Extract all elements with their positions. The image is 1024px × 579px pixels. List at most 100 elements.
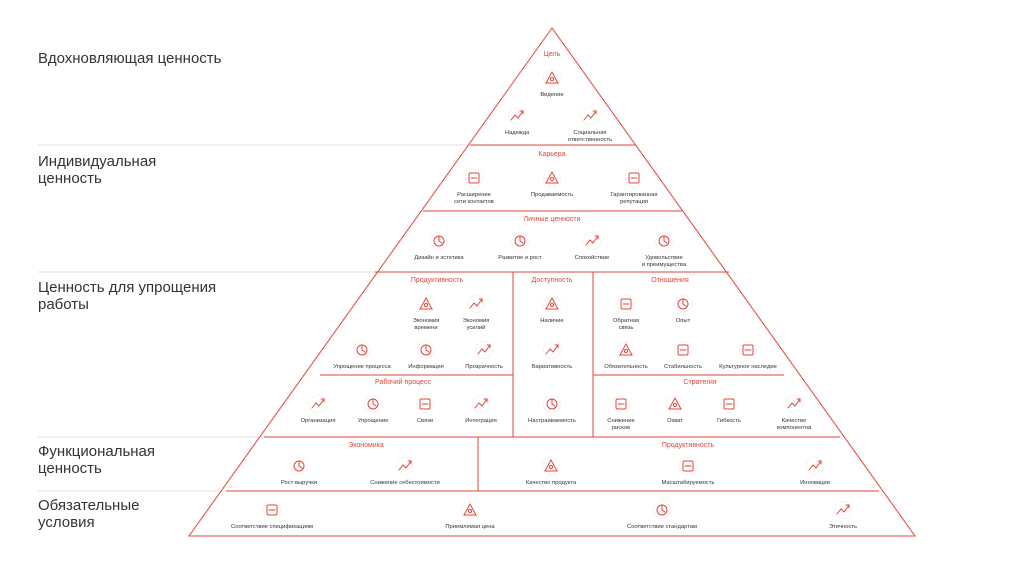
shield-grid-icon: [612, 395, 630, 413]
gear-icon: [543, 395, 561, 413]
value-item-label: Опыт: [675, 318, 691, 324]
price-tag-icon: [461, 501, 479, 519]
value-item: Охват: [630, 394, 720, 425]
value-item: Информация: [381, 340, 471, 371]
connections-icon: [416, 395, 434, 413]
pyramid-outline: [188, 27, 916, 537]
path-icon: [353, 341, 371, 359]
tier-label-functional: Функциональная ценность: [38, 443, 156, 477]
value-item: Упрощение: [328, 394, 418, 425]
hand-heart-icon: [581, 107, 599, 125]
value-item-label: Соответствие спецификациям: [231, 524, 313, 530]
value-item-label: Информация: [408, 364, 444, 370]
value-item-label: Культурное наследие: [719, 364, 777, 370]
value-item: Качество продукта: [506, 456, 596, 487]
value-item: Снижение рисков: [576, 394, 666, 432]
value-item: Соответствие спецификациям: [227, 500, 317, 531]
section-title-strategy: Стратегия: [683, 379, 717, 386]
tier-label-inspirational: Вдохновляющая ценность: [38, 50, 222, 67]
value-item-label: Снижение рисков: [607, 418, 635, 431]
ethics-icon: [834, 501, 852, 519]
folder-icon: [309, 395, 327, 413]
value-item-label: Обязательность: [604, 364, 648, 370]
value-item: Социальная ответственность: [545, 106, 635, 144]
value-item: Расширение сети контактов: [429, 168, 519, 206]
value-item-label: Масштабируемость: [661, 480, 715, 486]
value-item: Соответствие стандартам: [617, 500, 707, 531]
section-title-personal: Личные ценности: [523, 216, 581, 223]
tower-icon: [666, 395, 684, 413]
value-item-label: Надежда: [504, 130, 530, 136]
value-item-label: Развитие и рост: [498, 255, 542, 261]
tier-label-individual: Индивидуальная ценность: [38, 153, 157, 187]
value-item: Культурное наследие: [703, 340, 793, 371]
ribbon-icon: [508, 107, 526, 125]
fan-icon: [720, 395, 738, 413]
value-item-label: Охват: [666, 418, 684, 424]
people-icon: [467, 295, 485, 313]
value-item: Экономия времени: [381, 294, 471, 332]
section-title-career: Карьера: [538, 151, 566, 158]
value-item: Стабильность: [638, 340, 728, 371]
value-item-label: Спокойствие: [574, 255, 610, 261]
scale-boxes-icon: [679, 457, 697, 475]
tier-separator-lines: [38, 144, 490, 492]
value-item-label: Социальная ответственность: [567, 130, 613, 143]
meditation-icon: [583, 232, 601, 250]
value-item: Обратная связь: [581, 294, 671, 332]
value-item: Рост выручки: [254, 456, 344, 487]
value-item-label: Упрощение процесса: [333, 364, 391, 370]
value-item: Развитие и рост: [475, 231, 565, 262]
value-item-label: Продаваемость: [530, 192, 574, 198]
value-item-label: Вариативность: [531, 364, 573, 370]
section-title-goal: Цель: [543, 51, 561, 58]
building-icon: [364, 395, 382, 413]
refresh-icon: [617, 295, 635, 313]
value-item-label: Связи: [416, 418, 434, 424]
document-icon: [653, 501, 671, 519]
check-badge-icon: [263, 501, 281, 519]
value-item: Прозрачность: [439, 340, 529, 371]
value-item-label: Рост выручки: [280, 480, 318, 486]
coins-down-icon: [396, 457, 414, 475]
value-item: Экономия усилий: [431, 294, 521, 332]
section-title-workflow: Рабочий процесс: [375, 379, 431, 386]
value-item-label: Гибкость: [717, 418, 741, 424]
hourglass-icon: [417, 295, 435, 313]
value-item-label: Снижение себестоимости: [370, 480, 440, 486]
value-item: Надежда: [472, 106, 562, 137]
value-item: Настраиваемость: [507, 394, 597, 425]
phone-icon: [543, 169, 561, 187]
value-item: Опыт: [638, 294, 728, 325]
value-item-label: Интеграция: [465, 418, 497, 424]
value-item-label: Расширение сети контактов: [454, 192, 494, 205]
info-icon: [417, 341, 435, 359]
value-item: Наличие: [507, 294, 597, 325]
value-item: Спокойствие: [547, 231, 637, 262]
gift-bag-icon: [655, 232, 673, 250]
value-item-label: Гарантированная репутация: [610, 192, 658, 205]
value-item-label: Прозрачность: [465, 364, 503, 370]
value-item: Гарантированная репутация: [589, 168, 679, 206]
value-item: Видение: [507, 68, 597, 99]
value-item: Продаваемость: [507, 168, 597, 199]
window-icon: [475, 341, 493, 359]
culture-icon: [739, 341, 757, 359]
value-item: Этичность: [798, 500, 888, 531]
value-item: Гибкость: [684, 394, 774, 425]
value-item-label: Этичность: [828, 524, 858, 530]
section-title-access: Доступность: [531, 277, 573, 284]
layers-icon: [785, 395, 803, 413]
value-item: Упрощение процесса: [317, 340, 407, 371]
value-item-label: Дизайн и эстетика: [414, 255, 464, 261]
shapes-icon: [543, 341, 561, 359]
value-item: Вариативность: [507, 340, 597, 371]
puzzle-icon: [472, 395, 490, 413]
network-icon: [465, 169, 483, 187]
value-item: Связи: [380, 394, 470, 425]
section-title-func-productivity: Продуктивность: [661, 442, 715, 449]
value-item-label: Настраиваемость: [528, 418, 576, 424]
value-item-label: Наличие: [540, 318, 564, 324]
value-item-label: Соответствие стандартам: [627, 524, 697, 530]
